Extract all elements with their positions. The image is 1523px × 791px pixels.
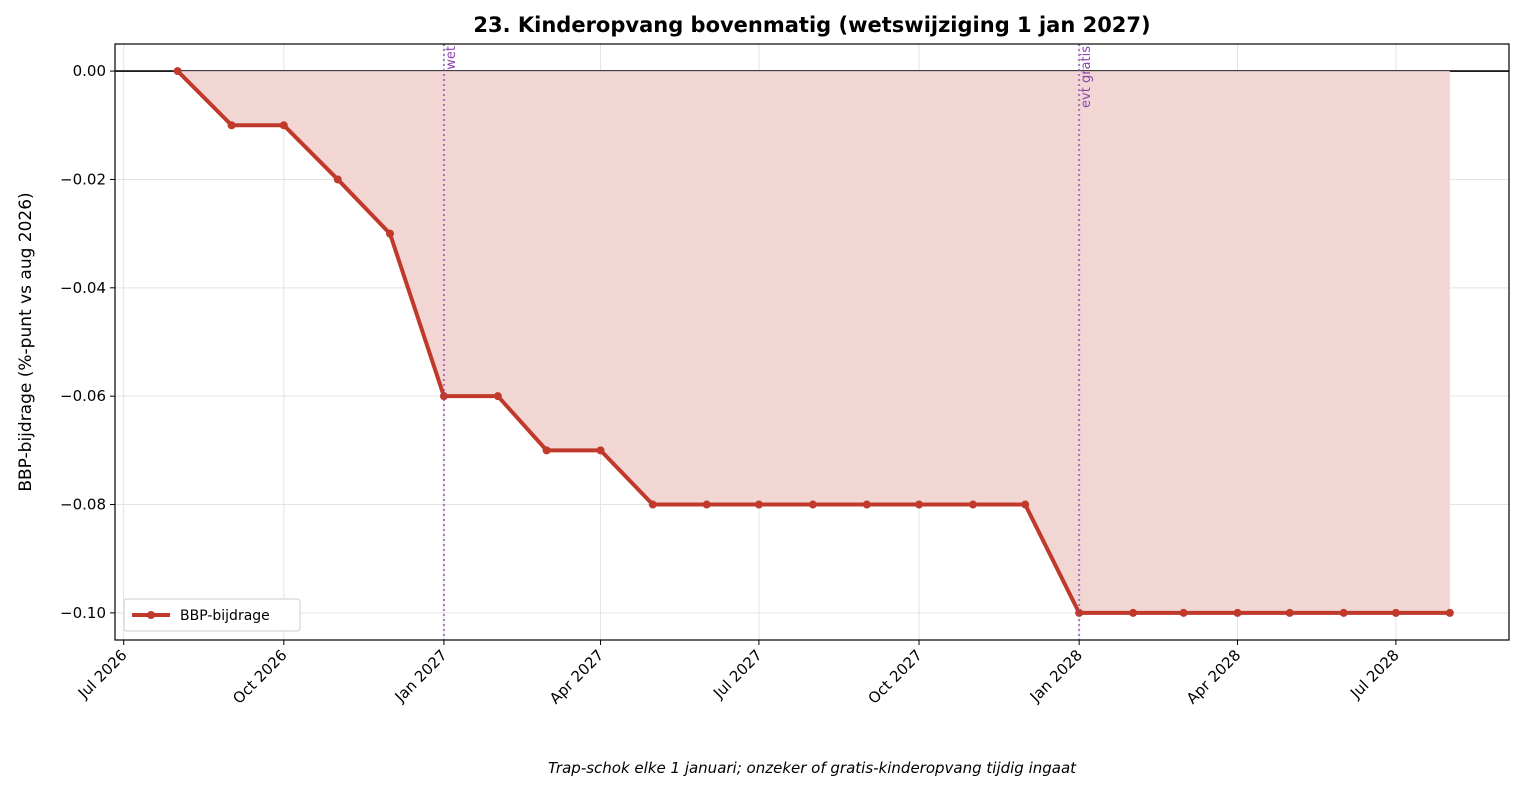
y-tick-label: −0.10 bbox=[60, 604, 106, 622]
point bbox=[385, 229, 394, 238]
point bbox=[1391, 608, 1400, 617]
point bbox=[439, 392, 448, 401]
legend-label: BBP-bijdrage bbox=[180, 608, 270, 624]
x-tick-label: Jul 2026 bbox=[74, 646, 131, 703]
point bbox=[754, 500, 763, 509]
legend-marker bbox=[147, 611, 155, 619]
point bbox=[862, 500, 871, 509]
y-tick-label: −0.02 bbox=[60, 170, 106, 188]
point bbox=[1179, 608, 1188, 617]
point bbox=[915, 500, 924, 509]
annotation-label: evt gratis bbox=[1079, 46, 1094, 108]
point bbox=[1339, 608, 1348, 617]
point bbox=[1021, 500, 1030, 509]
y-tick-label: −0.06 bbox=[60, 387, 106, 405]
x-tick-label: Oct 2027 bbox=[864, 646, 925, 707]
point bbox=[227, 121, 236, 130]
y-tick-label: 0.00 bbox=[73, 62, 106, 80]
x-tick-label: Apr 2028 bbox=[1183, 646, 1244, 707]
point bbox=[808, 500, 817, 509]
point bbox=[542, 446, 551, 455]
x-tick-label: Jul 2028 bbox=[1346, 646, 1403, 703]
area bbox=[177, 71, 1450, 613]
plot-frame bbox=[114, 43, 1510, 641]
y-tick-label: −0.04 bbox=[60, 279, 106, 297]
point bbox=[333, 175, 342, 184]
point bbox=[1129, 608, 1138, 617]
point bbox=[279, 121, 288, 130]
x-tick-label: Apr 2027 bbox=[546, 646, 607, 707]
point bbox=[1075, 608, 1084, 617]
point bbox=[1445, 608, 1454, 617]
y-tick-label: −0.08 bbox=[60, 496, 106, 514]
x-tick-label: Oct 2026 bbox=[229, 646, 290, 707]
x-tick-label: Jan 2028 bbox=[1026, 646, 1086, 706]
point bbox=[702, 500, 711, 509]
point bbox=[1233, 608, 1242, 617]
point bbox=[968, 500, 977, 509]
point bbox=[648, 500, 657, 509]
point bbox=[173, 67, 182, 76]
x-tick-label: Jul 2027 bbox=[709, 646, 766, 703]
annotation-label: wet bbox=[444, 46, 459, 70]
point bbox=[596, 446, 605, 455]
y-axis-label: BBP-bijdrage (%-punt vs aug 2026) bbox=[16, 192, 36, 491]
x-tick-label: Jan 2027 bbox=[391, 646, 451, 706]
chart-title: 23. Kinderopvang bovenmatig (wetswijzigi… bbox=[473, 13, 1150, 37]
point bbox=[1285, 608, 1294, 617]
point bbox=[493, 392, 502, 401]
footnote: Trap-schok elke 1 januari; onzeker of gr… bbox=[548, 759, 1077, 777]
legend-box bbox=[123, 598, 301, 632]
